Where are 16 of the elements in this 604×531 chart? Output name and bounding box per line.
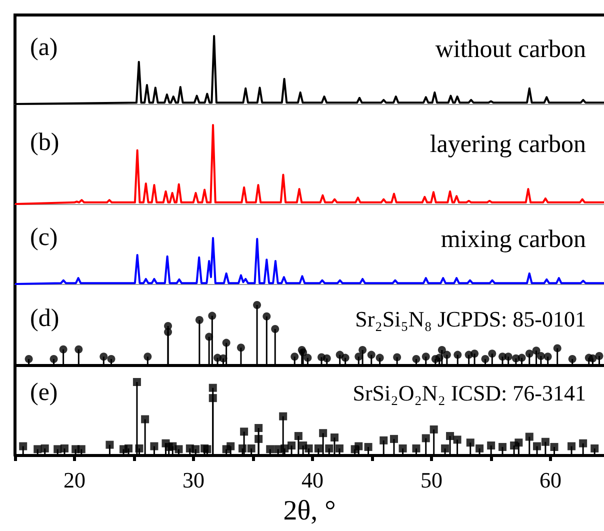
annotation: SrSi₂O₂N₂ ICSD: 76-3141 [352, 380, 586, 406]
x-tick-label: 60 [539, 468, 562, 492]
annotation: mixing carbon [440, 226, 586, 253]
annotation: (a) [30, 34, 58, 61]
x-axis-title: 2θ, ° [283, 496, 336, 526]
annotation: (c) [30, 224, 58, 251]
annotation: Sr₂Si₅N₈ JCPDS: 85-0101 [355, 306, 586, 332]
annotation: without carbon [435, 36, 586, 63]
annotation: (d) [30, 305, 60, 332]
x-tick-label: 20 [63, 468, 86, 492]
x-tick-label: 30 [182, 468, 204, 492]
x-tick-label: 40 [301, 468, 324, 492]
annotation: (e) [30, 379, 58, 406]
annotation: (b) [30, 129, 60, 156]
annotation: layering carbon [430, 131, 586, 158]
x-tick-label: 50 [420, 468, 442, 492]
